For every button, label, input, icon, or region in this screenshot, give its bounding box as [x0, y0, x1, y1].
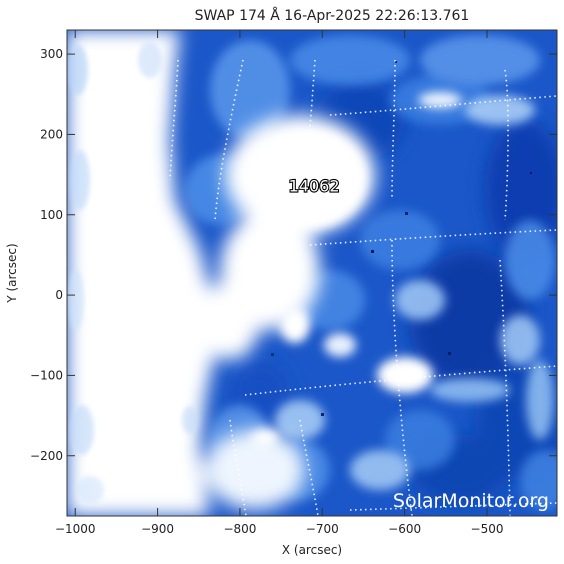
plot-frame [66, 29, 558, 517]
active-region-label: 14062 [289, 177, 340, 196]
y-tick-label: 100 [40, 208, 63, 222]
grid-parallel [329, 95, 557, 116]
y-axis: −200 −100 0 100 200 300 [30, 47, 557, 463]
grid-meridian [169, 59, 179, 181]
light-patches [275, 95, 554, 490]
watermark-text: SolarMonitor.org [393, 490, 549, 512]
y-tick-label: −200 [30, 449, 63, 463]
grid-meridian [214, 59, 244, 221]
x-tick-label: −800 [223, 522, 256, 536]
dark-pixel-specks [271, 61, 532, 416]
y-tick-label: 0 [55, 288, 63, 302]
y-tick-label: 200 [40, 127, 63, 141]
grid-meridian [299, 59, 316, 221]
x-axis: −1000 −900 −800 −700 −600 −500 [55, 30, 504, 536]
y-tick-label: −100 [30, 368, 63, 382]
bright-cores [251, 92, 462, 446]
grid-meridian [391, 59, 396, 201]
x-tick-label: −700 [306, 522, 339, 536]
x-tick-label: −1000 [55, 522, 96, 536]
grid-parallel [244, 365, 557, 396]
x-tick-label: −600 [388, 522, 421, 536]
x-axis-label: X (arcsec) [282, 543, 342, 557]
y-tick-label: 300 [40, 47, 63, 61]
x-tick-label: −500 [471, 522, 504, 536]
grid-meridian [229, 419, 247, 516]
euv-image: 14062 SolarMonitor.org [67, 30, 557, 516]
x-tick-label: −900 [141, 522, 174, 536]
heliographic-grid [169, 59, 557, 516]
grid-meridian [504, 69, 509, 221]
grid-parallel [349, 502, 557, 511]
off-limb-wisps [68, 42, 198, 504]
y-axis-label: Y (arcsec) [5, 243, 19, 303]
figure-title: SWAP 174 Å 16-Apr-2025 22:26:13.761 [195, 7, 470, 24]
grid-meridian [499, 259, 511, 516]
